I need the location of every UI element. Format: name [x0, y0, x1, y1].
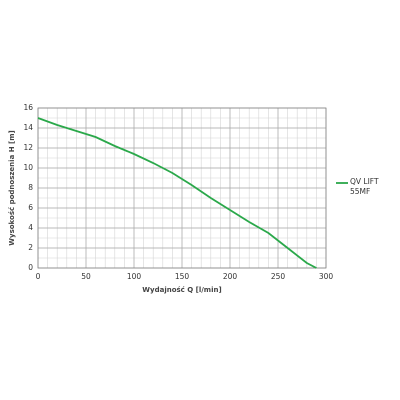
y-tick-label: 6 — [28, 203, 33, 212]
y-tick-label: 16 — [23, 103, 33, 112]
x-axis-label: Wydajność Q [l/min] — [142, 286, 221, 294]
x-tick-label: 250 — [271, 272, 286, 281]
x-tick-label: 150 — [175, 272, 190, 281]
y-tick-label: 8 — [28, 183, 33, 192]
legend-label: QV LIFT 55MF — [350, 177, 379, 196]
y-tick-label: 10 — [23, 163, 33, 172]
y-tick-label: 4 — [28, 223, 33, 232]
x-tick-label: 0 — [36, 272, 41, 281]
x-tick-label: 50 — [81, 272, 91, 281]
y-tick-label: 0 — [28, 263, 33, 272]
y-axis-label: Wysokość podnoszenia H [m] — [8, 130, 16, 245]
y-tick-label: 14 — [23, 123, 33, 132]
x-tick-label: 100 — [127, 272, 142, 281]
x-tick-label: 300 — [319, 272, 334, 281]
plot-frame — [37, 107, 327, 269]
y-tick-label: 12 — [23, 143, 33, 152]
series-line — [37, 117, 317, 269]
x-tick-label: 200 — [223, 272, 238, 281]
y-tick-label: 2 — [28, 243, 33, 252]
